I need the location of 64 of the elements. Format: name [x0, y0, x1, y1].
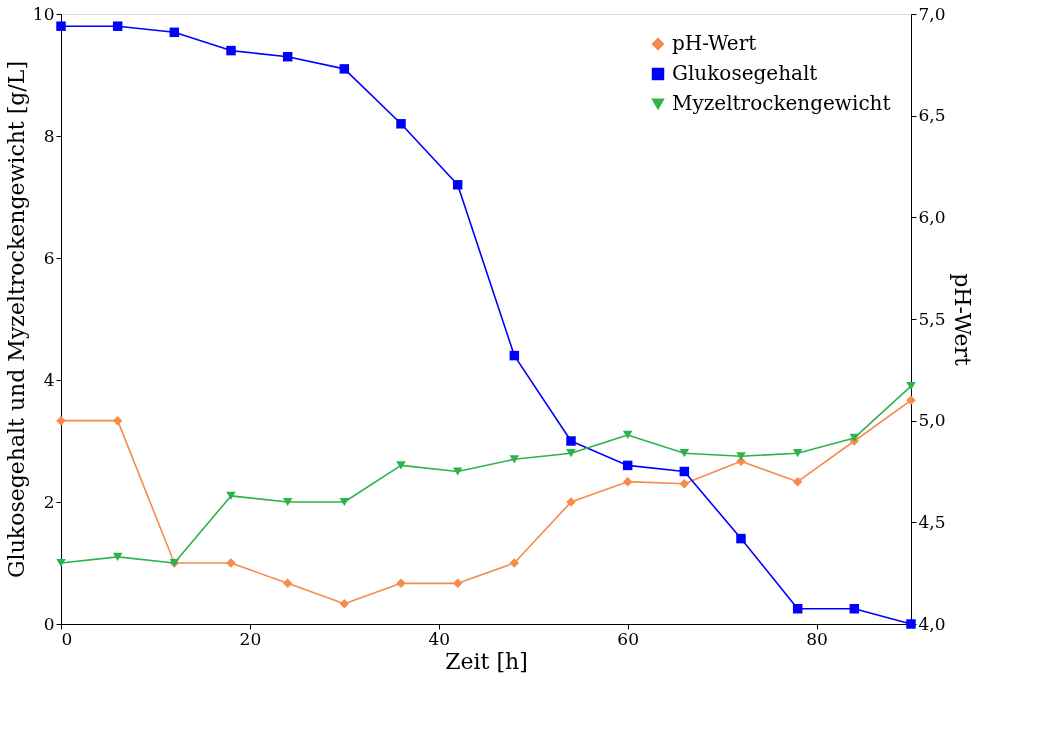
- point: [282, 497, 293, 507]
- point: [339, 64, 350, 74]
- point: [169, 27, 180, 38]
- legend-label: pH-Wert: [672, 31, 757, 55]
- point: [906, 381, 916, 391]
- point: [396, 461, 406, 470]
- point: [792, 604, 803, 614]
- point: [282, 578, 293, 589]
- y-tick-label: 8: [43, 125, 55, 146]
- point: [112, 21, 123, 31]
- x-tick-label: 80: [806, 628, 828, 649]
- y-axis-title: Glukosegehalt und Myzeltrockengewicht [g/L]: [3, 61, 29, 578]
- point: [509, 455, 520, 464]
- x-axis-title: Zeit [h]: [445, 648, 528, 674]
- point: [282, 51, 293, 62]
- y2-tick-label: 5,0: [918, 410, 946, 431]
- x-tick-label: 60: [617, 628, 639, 649]
- point: [679, 466, 690, 477]
- point: [792, 449, 803, 458]
- point: [452, 180, 463, 190]
- point: [56, 558, 66, 568]
- x-tick-label: 20: [239, 628, 262, 649]
- y-tick-label: 0: [43, 613, 55, 634]
- point: [339, 598, 350, 609]
- point: [56, 21, 66, 31]
- point: [736, 533, 746, 544]
- y-tick-label: 4: [43, 369, 55, 390]
- y-tick-label: 6: [43, 247, 55, 268]
- x-tick-label: 0: [61, 628, 73, 649]
- y-tick-label: 2: [43, 491, 55, 512]
- legend-label: Glukosegehalt: [672, 61, 818, 85]
- point: [622, 460, 633, 471]
- point: [509, 350, 520, 361]
- point: [906, 395, 916, 406]
- point: [679, 449, 690, 458]
- point: [112, 415, 123, 426]
- y2-tick-label: 6,0: [918, 206, 946, 227]
- legend-label: Myzeltrockengewicht: [672, 91, 891, 115]
- y2-tick-label: 6,5: [918, 105, 946, 126]
- point: [792, 476, 803, 487]
- point: [849, 604, 860, 614]
- point: [396, 119, 406, 129]
- point: [56, 415, 66, 426]
- y2-axis-title: pH-Wert: [949, 273, 975, 366]
- y2-tick-label: 7,0: [918, 3, 946, 24]
- point: [339, 497, 350, 507]
- point: [736, 452, 746, 461]
- point: [509, 558, 520, 568]
- y-tick-label: 10: [32, 3, 55, 24]
- point: [452, 467, 463, 476]
- x-tick-label: 40: [428, 628, 451, 649]
- point: [622, 476, 633, 487]
- point: [679, 478, 690, 489]
- point: [452, 578, 463, 589]
- point: [396, 578, 406, 589]
- point: [112, 552, 123, 562]
- point: [622, 430, 633, 440]
- y2-tick-label: 4,0: [918, 613, 946, 634]
- point: [226, 45, 236, 56]
- point: [566, 436, 576, 446]
- point: [226, 491, 236, 501]
- y2-tick-label: 4,5: [918, 511, 946, 532]
- y2-tick-label: 5,5: [918, 308, 946, 329]
- point: [566, 449, 576, 458]
